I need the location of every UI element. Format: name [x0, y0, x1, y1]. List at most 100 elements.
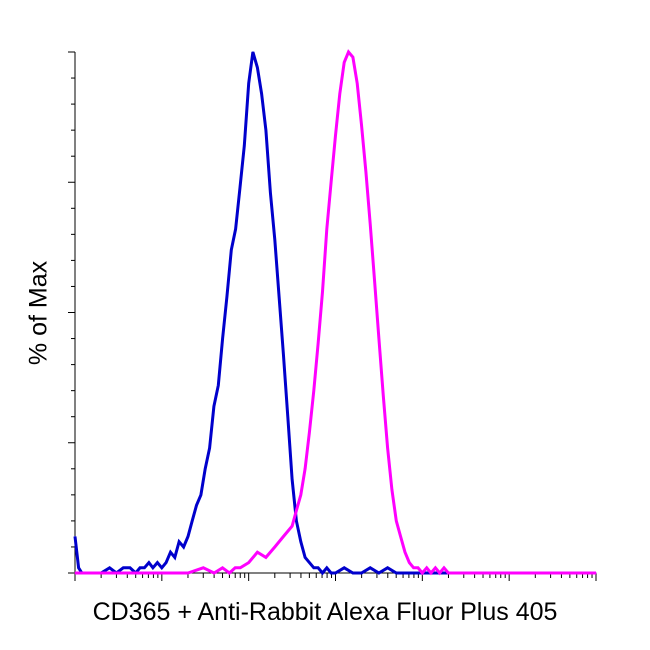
data-point: [74, 572, 76, 574]
data-point: [308, 561, 311, 564]
data-point: [74, 535, 76, 538]
data-point: [491, 572, 493, 574]
data-point: [326, 228, 328, 230]
data-point: [226, 296, 228, 298]
data-point: [265, 129, 267, 131]
data-point: [239, 186, 241, 189]
data-point: [321, 572, 324, 574]
data-point: [408, 561, 410, 564]
series-1: [73, 51, 597, 576]
data-point: [330, 572, 332, 574]
data-point: [248, 561, 250, 564]
data-point: [200, 494, 202, 496]
data-point: [382, 395, 384, 397]
data-point: [282, 535, 284, 538]
data-point: [352, 56, 354, 58]
data-point: [202, 567, 204, 569]
series-layer: [73, 49, 597, 576]
data-point: [482, 572, 484, 574]
data-point: [274, 546, 276, 548]
data-point: [304, 468, 306, 470]
data-point: [230, 249, 232, 251]
data-point: [352, 572, 354, 574]
data-point: [291, 478, 293, 480]
data-point: [248, 82, 250, 84]
data-point: [339, 93, 341, 95]
data-point: [308, 431, 311, 433]
data-point: [595, 572, 597, 574]
data-point: [222, 337, 224, 340]
data-point: [334, 134, 337, 136]
data-point: [204, 468, 206, 470]
data-point: [161, 567, 163, 569]
data-point: [343, 567, 345, 569]
data-point: [356, 82, 358, 84]
data-point: [234, 567, 236, 569]
data-point: [391, 489, 393, 491]
data-point: [265, 556, 267, 558]
data-point: [278, 296, 280, 298]
data-point: [261, 93, 263, 95]
data-point: [386, 567, 389, 569]
data-point: [239, 567, 241, 569]
data-point: [300, 494, 302, 496]
data-point: [360, 124, 363, 126]
data-point: [404, 572, 406, 574]
data-point: [317, 567, 319, 569]
data-point: [378, 337, 380, 340]
data-point: [77, 567, 80, 569]
data-point: [178, 541, 180, 543]
data-point: [326, 567, 328, 569]
data-point: [365, 171, 367, 173]
data-point: [443, 567, 445, 569]
data-point: [378, 572, 380, 574]
data-point: [439, 572, 441, 574]
data-point: [413, 572, 415, 574]
data-point: [413, 567, 415, 569]
data-point: [304, 556, 306, 558]
data-point: [235, 228, 237, 230]
data-point: [152, 567, 154, 569]
data-point: [221, 567, 224, 569]
data-point: [269, 192, 272, 194]
data-point: [282, 353, 284, 355]
data-point: [417, 567, 419, 569]
data-point: [334, 572, 337, 574]
data-point: [295, 509, 298, 512]
data-point: [169, 551, 172, 553]
x-axis-label: CD365 + Anti-Rabbit Alexa Fluor Plus 405: [92, 598, 558, 626]
data-point: [256, 67, 258, 69]
data-point: [313, 567, 315, 569]
data-point: [295, 520, 298, 522]
data-point: [161, 572, 163, 574]
data-point: [321, 291, 324, 293]
data-point: [209, 447, 211, 449]
data-point: [395, 520, 397, 522]
data-point: [256, 551, 258, 553]
axes: [68, 51, 597, 581]
data-point: [395, 572, 397, 574]
data-point: [274, 238, 276, 241]
data-point: [369, 567, 371, 569]
data-point: [156, 561, 159, 564]
data-point: [465, 572, 467, 574]
data-point: [343, 61, 345, 64]
data-point: [129, 567, 131, 569]
data-point: [187, 572, 189, 574]
data-point: [373, 280, 376, 282]
data-point: [386, 447, 389, 449]
y-axis-label: % of Max: [24, 260, 53, 366]
data-point: [195, 504, 198, 506]
data-point: [508, 572, 510, 574]
data-point: [404, 551, 406, 553]
data-point: [191, 520, 193, 522]
data-point: [122, 567, 124, 569]
data-point: [369, 223, 371, 225]
data-point: [143, 567, 146, 569]
data-point: [317, 343, 319, 345]
data-point: [108, 567, 111, 569]
data-point: [360, 572, 363, 574]
data-point: [174, 556, 176, 558]
data-point: [228, 572, 231, 574]
